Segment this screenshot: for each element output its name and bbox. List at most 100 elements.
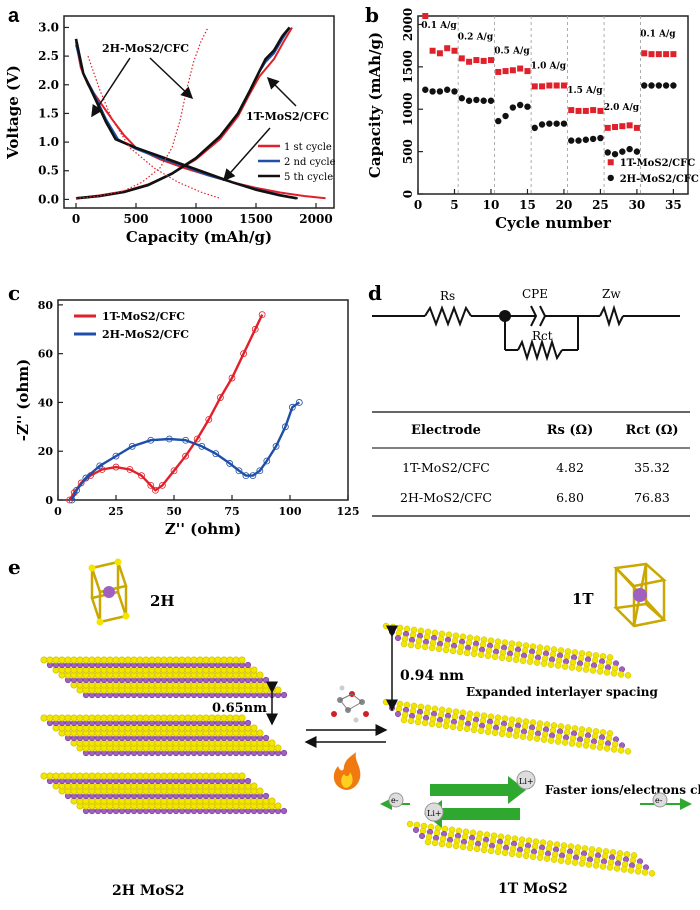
s-atom [232,656,240,664]
data-point-2h [473,96,480,104]
s-atom [479,717,487,724]
s-atom [585,727,593,734]
s-atom [529,853,537,860]
data-point [216,394,224,401]
s-atom [82,772,90,780]
s-atom [624,748,632,755]
s-atom [627,867,635,874]
data-point-2h [436,88,444,95]
s-atom [76,714,84,722]
y-tick-label: 0.0 [38,192,59,206]
expanded-spacing-label: Expanded interlayer spacing [466,685,659,699]
s-atom [563,653,571,660]
data-point-2h [655,82,663,89]
panel-label-b: b [365,3,379,27]
s-atom [130,772,138,780]
table-cell: 4.82 [556,460,584,475]
s-atom [250,782,258,790]
s-atom [557,857,565,864]
s-atom [274,802,282,810]
s-atom [543,855,551,862]
s-atom [606,864,614,871]
s-atom [100,772,108,780]
s-atom [634,868,642,875]
s-atom [172,656,180,664]
s-atom [617,671,625,678]
s-atom [148,772,156,780]
s-atom [511,835,519,842]
s-atom [250,666,258,674]
s-atom [470,650,478,658]
s-atom [610,746,618,753]
table-cell: 76.83 [634,490,670,505]
s-atom [190,656,198,664]
s-atom [433,829,441,837]
s-atom [214,656,222,664]
x-tick-label: 125 [337,505,360,518]
s-atom [214,772,222,780]
s-atom [70,656,78,664]
y-tick-label: 2.5 [38,49,59,63]
s-atom [421,643,429,651]
s-atom [118,714,126,722]
data-point-1t [531,83,538,90]
s-atom [561,663,569,670]
y-tick-label: 60 [38,348,54,361]
x-tick-label: 0 [414,198,422,212]
s-atom [573,849,581,856]
data-point [96,462,104,470]
s-atom [268,739,276,747]
s-atom [591,733,599,740]
s-atom [469,829,477,837]
s-atom [196,772,204,780]
mo-atom [262,676,270,684]
s-atom [475,835,483,843]
s-atom [154,656,162,664]
data-point [147,436,155,444]
s-atom [431,629,439,637]
data-point [288,403,296,411]
s-atom [498,730,506,737]
data-point [147,481,155,489]
panel-label-d: d [368,281,382,305]
s-atom [543,721,551,728]
s-atom [413,821,421,829]
s-atom [519,733,527,740]
data-point-1t [436,50,443,57]
s-atom [487,713,495,720]
s-atom [414,718,422,726]
table-cell: 2H-MoS2/CFC [400,490,492,505]
data-point [240,350,248,358]
s-atom [190,772,198,780]
s-atom [557,647,565,654]
s-atom [521,647,529,654]
annotation-arrow [223,127,271,182]
s-atom [455,827,463,835]
y-tick-label: 1500 [401,50,415,83]
s-atom [487,637,495,644]
mo-atom [280,807,288,815]
data-point-2h [465,97,473,104]
data-point [165,435,173,443]
mo-atom [388,628,396,636]
annotation-arrow [149,57,194,100]
data-point-2h [560,120,568,127]
s-atom [178,772,186,780]
s-atom [473,635,481,642]
data-point-1t [429,47,436,54]
panel-label-a: a [8,5,20,27]
data-point-2h [633,148,641,155]
mo-atom [244,661,252,669]
s-atom [529,719,537,726]
s-atom [118,656,126,664]
data-point-1t [502,68,509,75]
mo-atom [394,710,402,718]
s-atom [208,656,216,664]
y-tick-label: 0.5 [38,164,59,178]
s-atom [160,772,168,780]
s-atom [463,649,471,657]
s-atom [517,841,525,848]
caption-1t: 1T MoS2 [498,881,568,897]
s-atom [533,659,541,666]
s-atom [559,847,567,854]
